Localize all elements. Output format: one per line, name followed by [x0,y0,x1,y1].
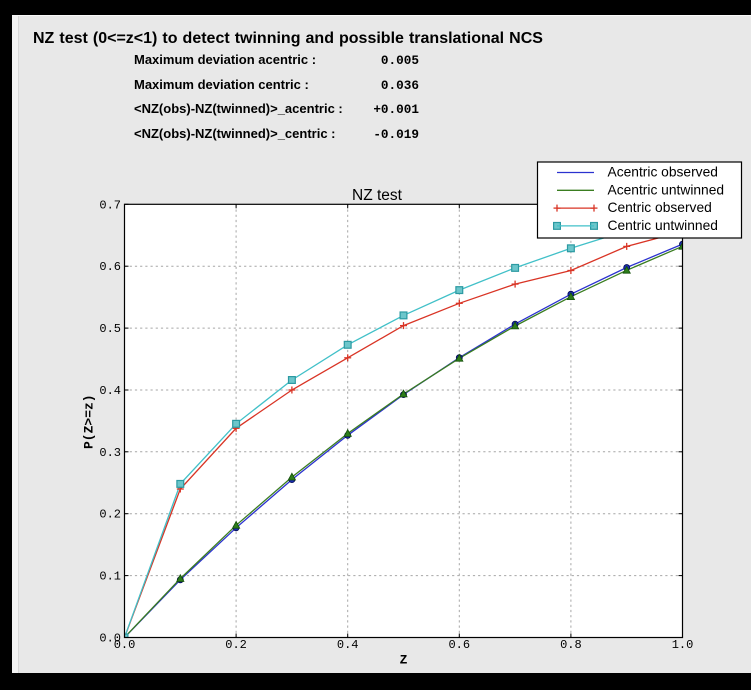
svg-text:Acentric untwinned: Acentric untwinned [608,182,725,197]
svg-text:0.0: 0.0 [114,638,136,652]
svg-text:0.6: 0.6 [99,260,121,274]
svg-text:0.0: 0.0 [99,632,121,646]
svg-text:0.5: 0.5 [99,322,121,336]
svg-text:0.3: 0.3 [99,446,121,460]
svg-text:Centric untwinned: Centric untwinned [608,218,718,233]
svg-text:0.7: 0.7 [99,198,121,212]
svg-text:0.4: 0.4 [99,384,121,398]
svg-text:NZ test: NZ test [352,187,403,204]
svg-text:0.1: 0.1 [99,570,121,584]
svg-text:1.0: 1.0 [672,638,694,652]
svg-text:Centric observed: Centric observed [608,200,712,215]
svg-text:0.2: 0.2 [99,508,121,522]
svg-text:Acentric observed: Acentric observed [608,165,718,180]
svg-text:0.8: 0.8 [560,638,582,652]
svg-text:Z: Z [400,653,408,668]
svg-text:0.2: 0.2 [225,638,247,652]
svg-text:P(Z>=z): P(Z>=z) [81,394,96,449]
svg-text:0.4: 0.4 [337,638,359,652]
svg-text:0.6: 0.6 [448,638,470,652]
